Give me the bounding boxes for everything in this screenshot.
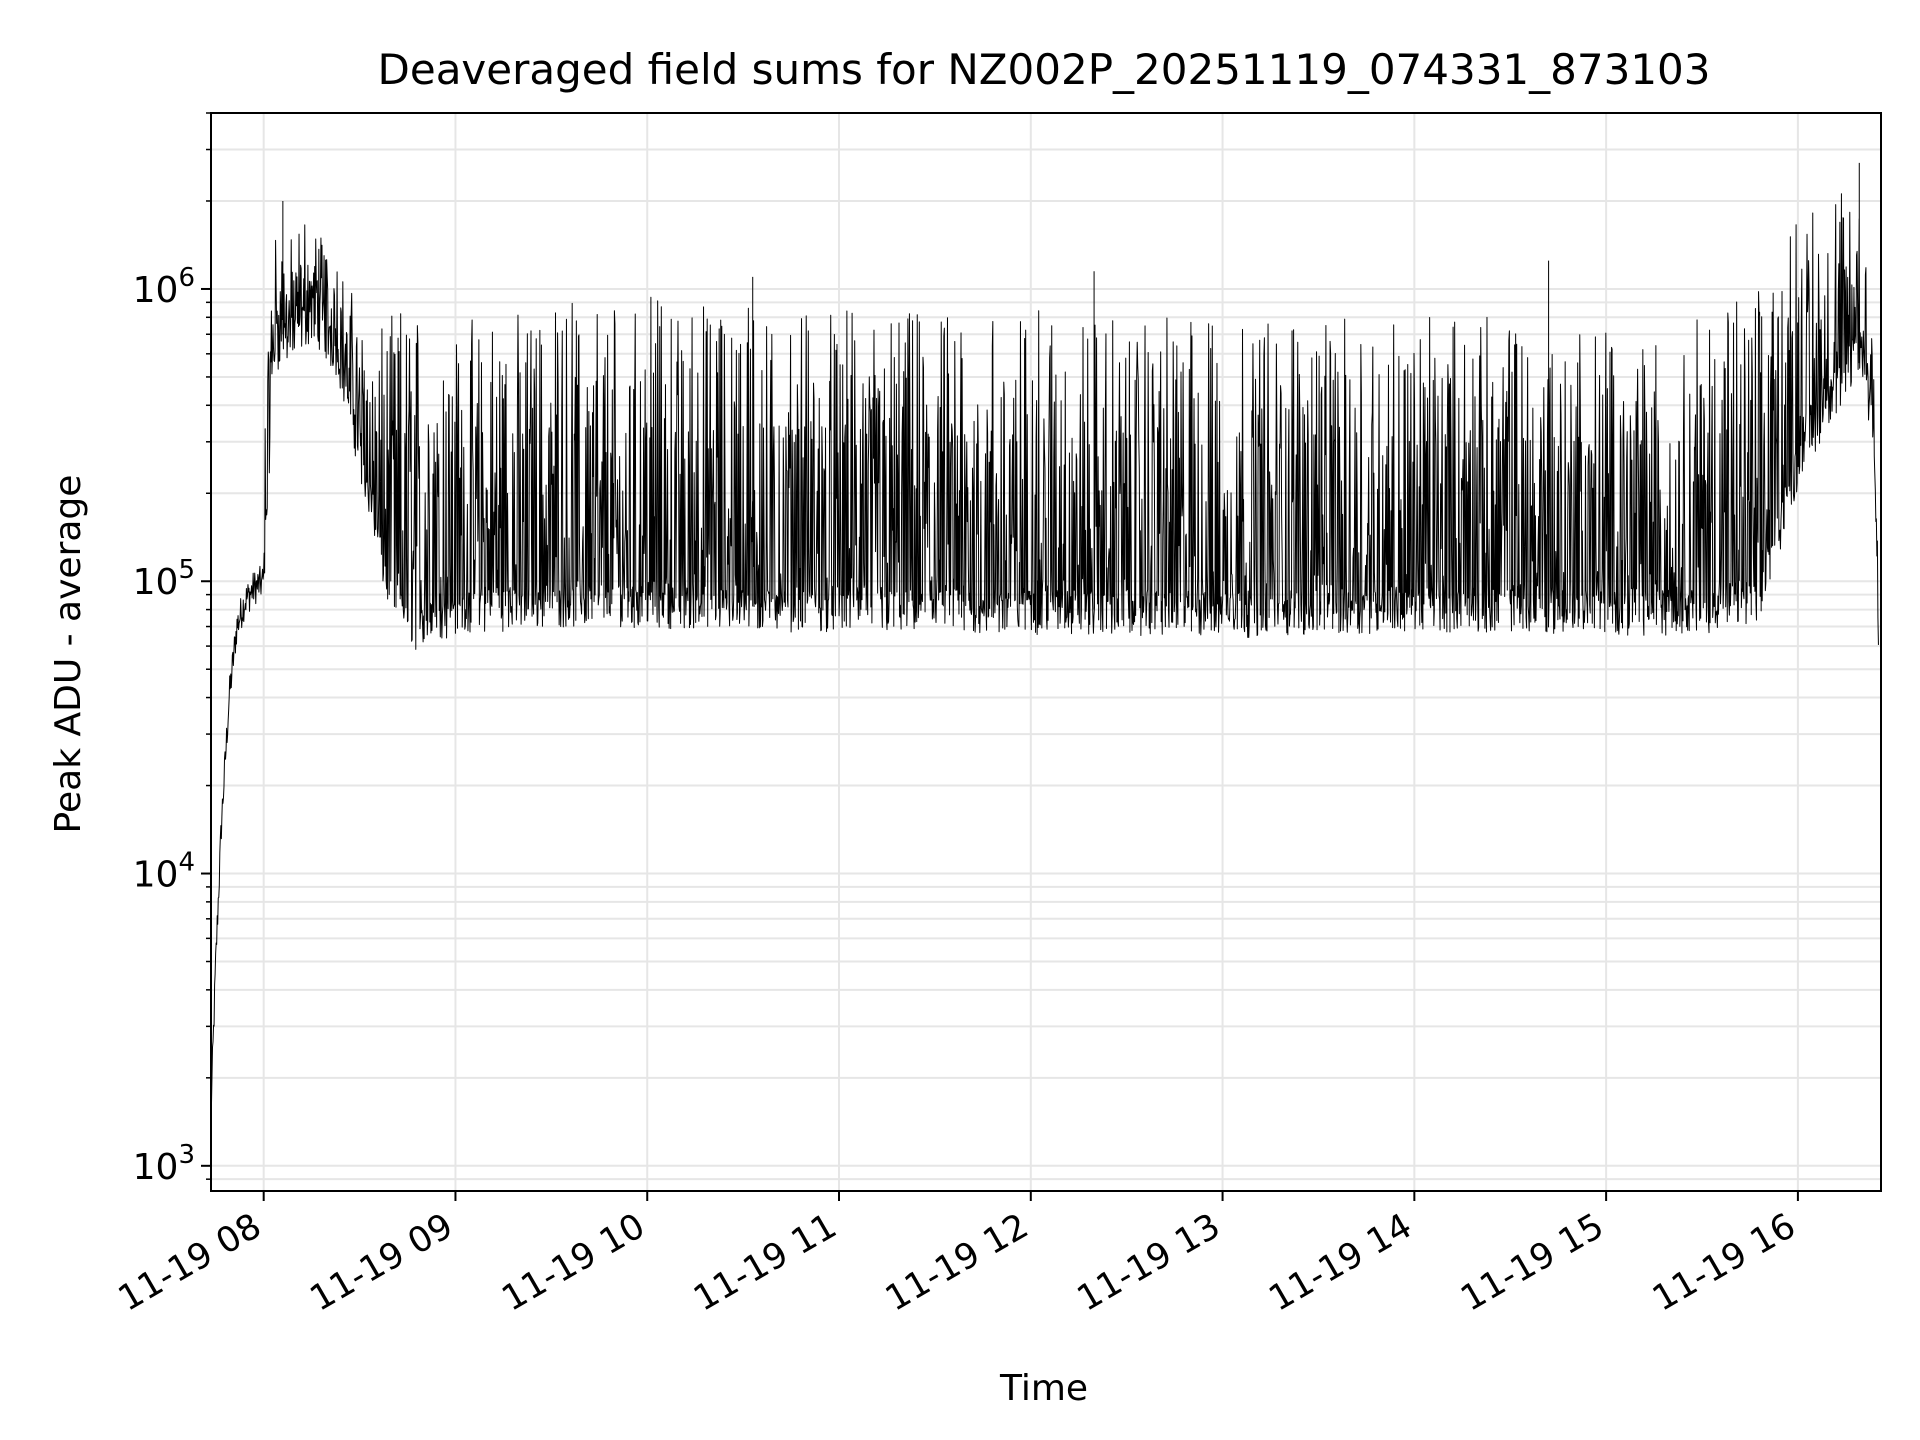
- y-tick-label: 104: [133, 848, 195, 896]
- x-gridlines: [262, 113, 1799, 1191]
- y-tick-label: 106: [133, 263, 195, 311]
- chart-title: Deaveraged field sums for NZ002P_2025111…: [378, 45, 1711, 94]
- x-axis-label: Time: [999, 1368, 1088, 1409]
- series-line: [210, 162, 1879, 1109]
- y-axis-label: Peak ADU - average: [48, 475, 89, 834]
- y-axis-ticks: 103 104 105 106: [133, 112, 211, 1188]
- plot-area-frame: [210, 112, 1882, 1192]
- y-tick-label: 103: [133, 1140, 195, 1188]
- y-tick-label: 105: [133, 555, 195, 603]
